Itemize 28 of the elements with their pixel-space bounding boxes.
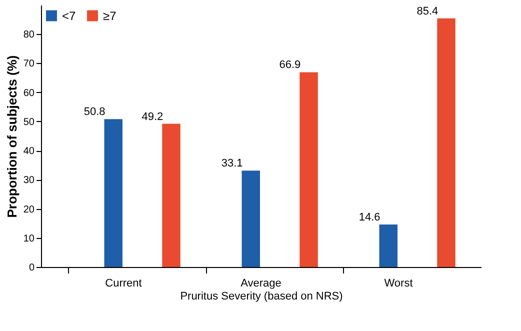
y-tick-label: 70 [23,58,35,70]
legend-label: <7 [62,8,76,23]
legend-label: ≥7 [103,8,117,23]
x-tick-label: Current [105,278,142,290]
y-tick-label: 60 [23,88,35,99]
y-tick-label: 30 [23,175,35,186]
bar [242,170,260,267]
y-tick-label: 10 [23,233,35,244]
data-label: 50.8 [84,106,106,118]
y-tick-label: 0 [28,262,35,274]
bar [300,72,318,267]
bar [162,124,180,267]
bar [437,18,456,267]
y-tick-label: 20 [23,204,35,216]
bar [379,224,398,267]
data-label: 14.6 [358,212,380,224]
x-tick-label: Average [240,278,282,290]
data-label: 85.4 [416,5,438,18]
y-axis-title: Proportion of subjects (%) [4,55,20,218]
y-tick-label: 40 [23,146,35,158]
y-tick-label: 50 [23,116,35,128]
bar [104,119,122,267]
data-label: 49.2 [142,110,164,123]
y-tick-label: 80 [23,30,35,41]
x-tick-label: Worst [384,278,413,290]
x-axis-title: Pruritus Severity (based on NRS) [180,290,343,302]
data-label: 33.1 [221,158,243,170]
data-label: 66.9 [279,59,301,72]
